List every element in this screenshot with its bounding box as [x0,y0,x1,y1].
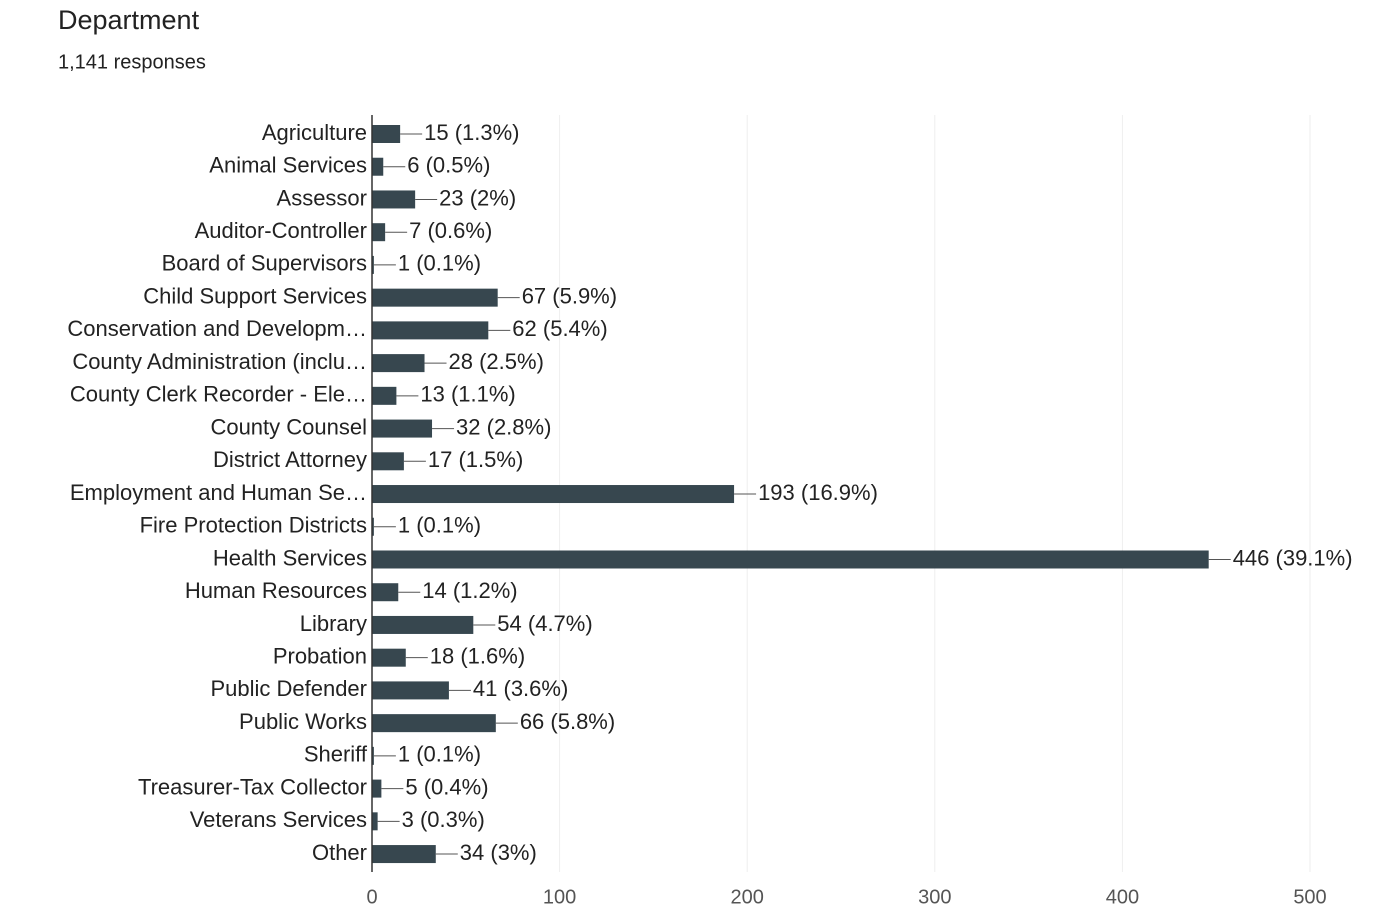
value-label: 13 (1.1%) [420,382,515,407]
bar [372,583,399,602]
y-tick-label: Fire Protection Districts [140,513,367,538]
value-label: 28 (2.5%) [449,349,544,374]
y-tick-label: County Clerk Recorder - Ele… [70,382,367,407]
bar [372,452,404,471]
y-tick-label: Public Works [239,709,367,734]
bar [372,223,386,242]
y-tick-label: County Administration (inclu… [72,349,367,374]
bar [372,321,489,340]
y-tick-label: Animal Services [209,153,367,178]
bar [372,485,735,504]
bar [372,648,406,667]
y-tick-label: Child Support Services [143,283,367,308]
x-tick-label: 400 [1106,886,1139,908]
bar [372,419,433,438]
chart-subtitle: 1,141 responses [58,51,206,73]
y-tick-label: Treasurer-Tax Collector [138,774,367,799]
y-tick-label: Auditor-Controller [195,218,367,243]
y-tick-label: Library [300,611,367,636]
value-label: 193 (16.9%) [758,480,878,505]
value-label: 32 (2.8%) [456,414,551,439]
value-label: 41 (3.6%) [473,676,568,701]
value-label: 15 (1.3%) [424,120,519,145]
y-tick-label: County Counsel [210,414,367,439]
bar [372,812,378,831]
value-label: 5 (0.4%) [405,774,488,799]
y-tick-label: Probation [273,643,367,668]
x-tick-label: 300 [918,886,951,908]
bar [372,125,401,143]
value-label: 3 (0.3%) [402,807,485,832]
bar [372,157,384,176]
bar [372,255,374,274]
y-tick-label: Public Defender [210,676,367,701]
bar [372,190,416,209]
y-tick-label: Other [312,840,367,865]
y-tick-label: District Attorney [213,447,367,472]
bar [372,714,496,733]
value-label: 6 (0.5%) [407,153,490,178]
y-tick-label: Agriculture [262,120,367,145]
bar [372,681,449,700]
bar [372,386,397,405]
value-label: 67 (5.9%) [522,283,617,308]
value-label: 7 (0.6%) [409,218,492,243]
value-label: 446 (39.1%) [1233,545,1353,570]
bar [372,517,374,536]
bar [372,354,425,373]
x-tick-label: 500 [1293,886,1326,908]
y-tick-label: Veterans Services [190,807,367,832]
x-tick-label: 0 [366,886,377,908]
y-tick-label: Assessor [277,185,367,210]
y-tick-label: Health Services [213,545,367,570]
value-label: 1 (0.1%) [398,742,481,767]
value-label: 1 (0.1%) [398,513,481,538]
value-label: 14 (1.2%) [422,578,517,603]
bar [372,550,1209,569]
bar [372,288,498,307]
y-tick-label: Employment and Human Se… [70,480,367,505]
x-tick-label: 100 [543,886,576,908]
y-tick-label: Board of Supervisors [162,251,367,276]
y-tick-label: Sheriff [304,742,368,767]
bar [372,746,374,765]
y-tick-label: Human Resources [185,578,367,603]
value-label: 17 (1.5%) [428,447,523,472]
value-label: 18 (1.6%) [430,643,525,668]
value-label: 34 (3%) [460,840,537,865]
bar [372,845,436,864]
chart-title: Department [58,5,200,35]
value-label: 62 (5.4%) [512,316,607,341]
x-tick-label: 200 [731,886,764,908]
value-label: 66 (5.8%) [520,709,615,734]
y-tick-label: Conservation and Developm… [67,316,367,341]
bar [372,779,382,798]
bar [372,615,474,634]
value-label: 1 (0.1%) [398,251,481,276]
value-label: 23 (2%) [439,185,516,210]
value-label: 54 (4.7%) [497,611,592,636]
